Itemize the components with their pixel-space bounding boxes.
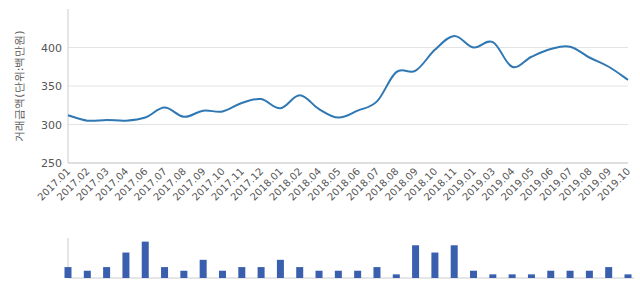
line (68, 36, 628, 121)
bar (567, 271, 574, 278)
x-axis (68, 163, 628, 164)
bar (335, 271, 342, 278)
bar (528, 274, 535, 278)
bar (65, 267, 72, 278)
chart: 250300350400거래금액(단위:백만원)2017.012017.0220… (0, 0, 640, 294)
bar (625, 274, 632, 278)
bar (258, 267, 265, 278)
bar (547, 271, 554, 278)
bar (373, 267, 380, 278)
plot-area (68, 36, 628, 121)
y-tick-label: 250 (41, 157, 62, 170)
bar (586, 271, 593, 278)
bar (431, 253, 438, 278)
bar (605, 267, 612, 278)
bar (122, 253, 129, 278)
bar (451, 245, 458, 278)
bar (84, 271, 91, 278)
bar (316, 271, 323, 278)
bar (393, 274, 400, 278)
bar (180, 271, 187, 278)
bar (489, 274, 496, 278)
grid-line (68, 47, 628, 48)
bar (470, 271, 477, 278)
bar (219, 271, 226, 278)
y-tick-label: 400 (41, 42, 62, 55)
bar (509, 274, 516, 278)
bar (161, 267, 168, 278)
x-tick-label: 2019.10 (595, 166, 632, 203)
y-axis (68, 9, 69, 163)
bar (354, 271, 361, 278)
bar (296, 267, 303, 278)
bar-area (65, 242, 632, 278)
y-tick-label: 300 (41, 119, 62, 132)
bar (142, 242, 149, 278)
y-tick-label: 350 (41, 80, 62, 93)
bar (277, 260, 284, 278)
bar (200, 260, 207, 278)
grid-line (68, 124, 628, 125)
y-axis-label: 거래금액(단위:백만원) (13, 30, 26, 141)
bar (412, 245, 419, 278)
grid-line (68, 163, 628, 164)
bar (238, 267, 245, 278)
grid-line (68, 86, 628, 87)
bar (103, 267, 110, 278)
